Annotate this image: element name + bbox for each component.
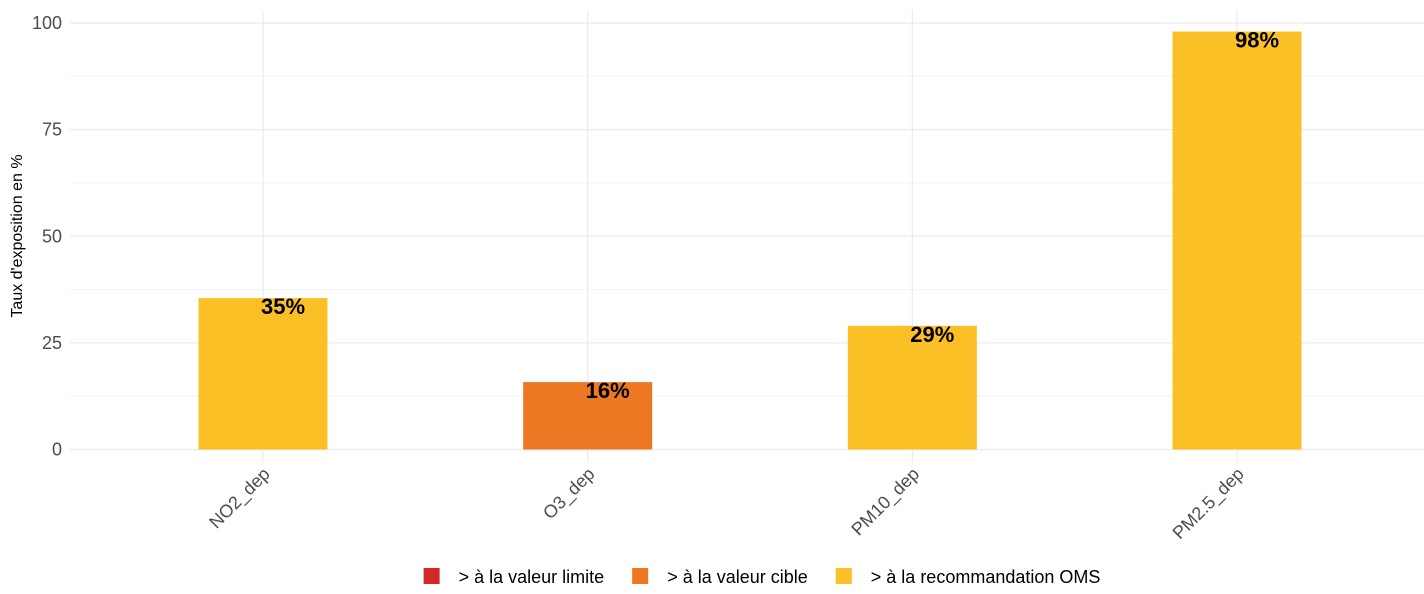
bar (198, 298, 328, 450)
bar (523, 382, 653, 450)
legend-swatch (835, 568, 852, 584)
y-axis-title: Taux d'exposition en % (9, 154, 26, 317)
y-tick-label: 25 (42, 333, 62, 353)
x-tick-label: NO2_dep (205, 464, 274, 533)
legend-label: > à la valeur cible (667, 567, 808, 587)
x-tick-label: O3_dep (539, 464, 599, 524)
legend: > à la valeur limite > à la valeur cible >… (423, 567, 1101, 587)
axis-layer: 0 25 50 75 100 NO2_dep O3_dep PM10_dep PM2.5_dep (32, 13, 1249, 544)
x-tick-label: PM10_dep (847, 464, 923, 540)
legend-swatch (423, 568, 440, 584)
data-label: 16% (586, 378, 630, 403)
legend-label: > à la valeur limite (459, 567, 605, 587)
bar (1172, 31, 1302, 450)
legend-label: > à la recommandation OMS (871, 567, 1101, 587)
legend-swatch (632, 568, 649, 584)
bar-layer (198, 31, 1302, 450)
y-tick-label: 50 (42, 226, 62, 246)
bar (847, 325, 977, 450)
x-tick-label: PM2.5_dep (1169, 464, 1249, 544)
y-tick-label: 75 (42, 120, 62, 140)
data-label-layer: 35% 16% 29% 98% (261, 28, 1279, 404)
y-tick-label: 0 (52, 440, 62, 460)
data-label: 29% (910, 322, 954, 347)
y-tick-label: 100 (32, 13, 62, 33)
data-label: 98% (1235, 28, 1279, 53)
data-label: 35% (261, 294, 305, 319)
